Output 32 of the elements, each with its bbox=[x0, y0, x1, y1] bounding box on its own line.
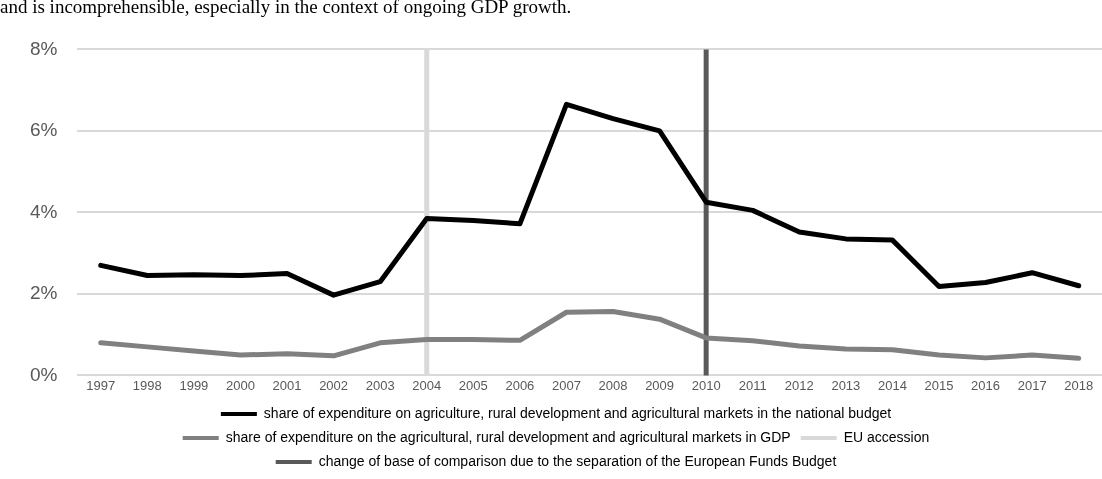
y-tick-label: 4% bbox=[29, 200, 58, 222]
x-tick-label: 2018 bbox=[1064, 377, 1094, 393]
legend-label: EU accession bbox=[843, 428, 930, 445]
x-tick-label: 2012 bbox=[784, 377, 814, 393]
x-tick-label: 2013 bbox=[831, 377, 861, 393]
x-tick-label: 2004 bbox=[412, 377, 442, 393]
y-tick-label: 2% bbox=[29, 282, 58, 304]
x-tick-label: 2015 bbox=[924, 377, 954, 393]
x-tick-label: 2016 bbox=[971, 377, 1001, 393]
x-tick-label: 2003 bbox=[365, 377, 395, 393]
legend-label: change of base of comparison due to the separation of the European Funds Budget bbox=[318, 452, 837, 469]
x-tick-label: 2009 bbox=[645, 377, 675, 393]
x-tick-label: 1999 bbox=[179, 377, 209, 393]
y-tick-label: 6% bbox=[29, 119, 58, 141]
x-tick-label: 2008 bbox=[598, 377, 628, 393]
x-tick-label: 2005 bbox=[458, 377, 488, 393]
x-tick-label: 2011 bbox=[738, 377, 767, 393]
x-tick-label: 2006 bbox=[505, 377, 535, 393]
x-tick-label: 2010 bbox=[691, 377, 721, 393]
x-tick-label: 1998 bbox=[132, 377, 162, 393]
legend-label: share of expenditure on agriculture, rural development and agricultural markets in the national budget bbox=[263, 404, 892, 421]
legend-label: share of expenditure on the agricultural, rural development and agricultural markets in GDP bbox=[225, 428, 791, 445]
x-tick-label: 2007 bbox=[551, 377, 581, 393]
x-tick-label: 2001 bbox=[272, 377, 302, 393]
x-tick-label: 2017 bbox=[1017, 377, 1047, 393]
text: and is incomprehensible, especially in the context of ongoing GDP growth. bbox=[0, 0, 573, 18]
x-tick-label: 2014 bbox=[877, 377, 907, 393]
y-tick-label: 0% bbox=[29, 363, 58, 385]
x-tick-label: 2000 bbox=[225, 377, 255, 393]
y-tick-label: 8% bbox=[29, 37, 58, 59]
x-tick-label: 2002 bbox=[319, 377, 349, 393]
x-tick-label: 1997 bbox=[86, 377, 116, 393]
